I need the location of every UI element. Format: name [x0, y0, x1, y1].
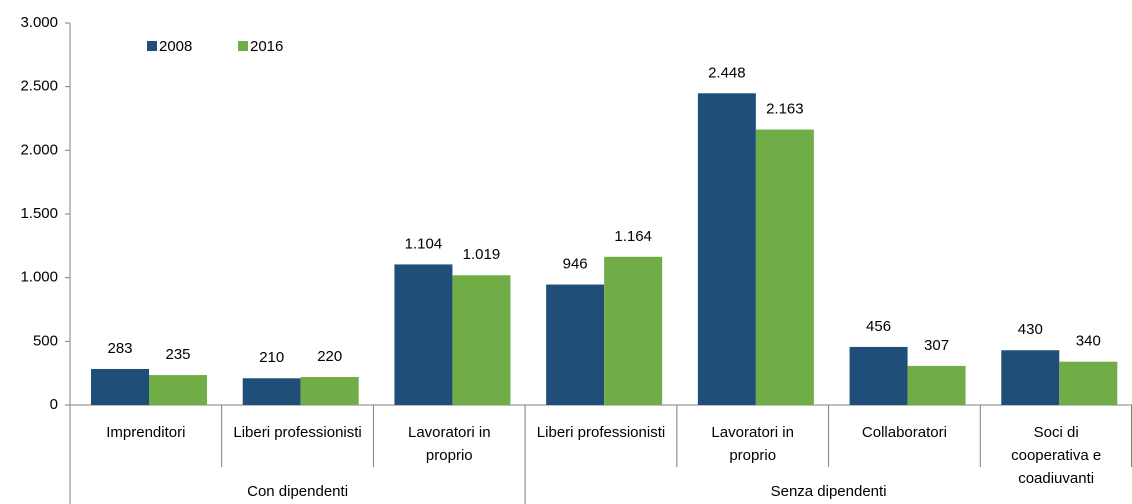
value-label: 235 — [165, 346, 190, 363]
y-tick-label: 3.000 — [20, 14, 58, 31]
bar — [755, 129, 814, 405]
legend-label: 2016 — [250, 38, 283, 55]
x-tick-label: Liberi professionisti — [233, 424, 362, 441]
value-label: 220 — [317, 348, 342, 365]
y-tick-label: 2.000 — [20, 141, 58, 158]
bar — [1001, 350, 1060, 405]
y-tick-label: 500 — [33, 332, 58, 349]
bar — [546, 284, 605, 405]
value-label: 307 — [924, 337, 949, 354]
bar — [604, 256, 663, 405]
x-tick-label: Lavoratori in proprio — [408, 424, 491, 464]
value-label: 430 — [1018, 321, 1043, 338]
bar — [907, 365, 966, 405]
legend-swatch — [147, 41, 157, 51]
bar — [849, 346, 908, 405]
value-label: 456 — [866, 318, 891, 335]
group-label: Con dipendenti — [247, 483, 348, 500]
value-label: 946 — [563, 256, 588, 273]
value-label: 210 — [259, 349, 284, 366]
y-tick-label: 1.000 — [20, 269, 58, 286]
legend-label: 2008 — [159, 38, 192, 55]
bar — [91, 368, 149, 405]
value-label: 283 — [107, 340, 132, 357]
legend-swatch — [238, 41, 248, 51]
x-tick-label: Lavoratori in proprio — [711, 424, 794, 464]
bar — [394, 264, 453, 405]
bar — [697, 93, 756, 406]
x-tick-label: Collaboratori — [861, 424, 947, 441]
y-tick-label: 0 — [50, 396, 58, 413]
bar — [300, 376, 359, 405]
value-label: 2.448 — [708, 64, 746, 81]
bar — [149, 375, 207, 405]
bar — [242, 378, 301, 405]
y-tick-label: 1.500 — [20, 205, 58, 222]
value-label: 340 — [1076, 333, 1101, 350]
bar — [1059, 361, 1118, 405]
value-label: 2.163 — [766, 101, 804, 118]
x-tick-label: Soci di cooperativa e coadiuvanti — [1011, 424, 1102, 487]
x-tick-label: Liberi professionisti — [536, 424, 666, 441]
value-label: 1.164 — [614, 228, 652, 245]
value-label: 1.019 — [463, 246, 501, 263]
value-label: 1.104 — [405, 235, 443, 252]
x-tick-label: Imprenditori — [106, 424, 186, 441]
bar — [452, 275, 511, 405]
y-tick-label: 2.500 — [20, 78, 58, 95]
group-label: Senza dipendenti — [771, 483, 887, 500]
